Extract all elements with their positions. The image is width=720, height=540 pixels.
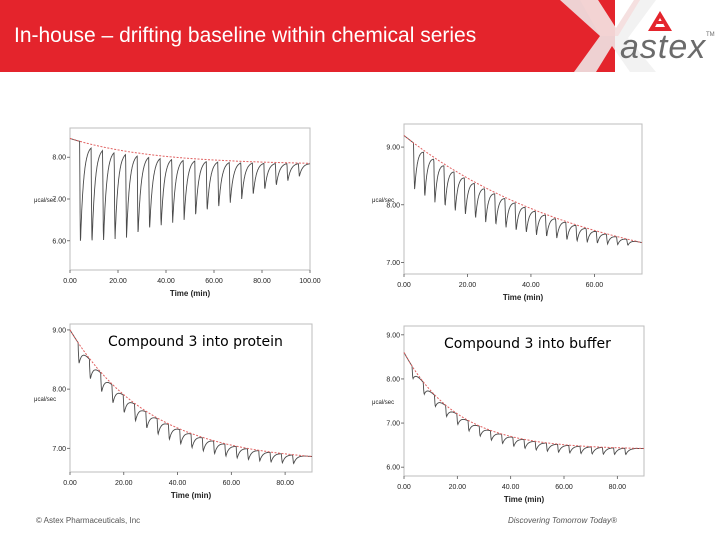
- y-tick-label: 8.00: [386, 202, 400, 209]
- x-tick-label: 60.00: [555, 484, 573, 491]
- x-tick-label: 20.00: [109, 278, 127, 285]
- itc-trace-series: [69, 329, 312, 465]
- x-tick-label: 60.00: [205, 278, 223, 285]
- itc-chart-bottom-right: 0.00 20.00 40.00 60.00 80.00 9.00 8.00 7.00 6.00…: [368, 318, 658, 508]
- x-tick-label: 20.00: [459, 282, 477, 289]
- x-axis-label: Time (min): [170, 289, 211, 298]
- y-tick-label: 6.00: [386, 465, 400, 472]
- x-tick-label: 0.00: [63, 480, 77, 487]
- x-tick-label: 0.00: [63, 278, 77, 285]
- y-axis-label: μcal/sec: [372, 400, 394, 406]
- itc-chart-top-right: 0.00 20.00 40.00 60.00 9.00 8.00 7.00 Time (min…: [368, 118, 658, 303]
- itc-plot: 0.00 20.00 40.00 60.00 80.00 9.00 8.00 7.00 6.00…: [372, 325, 645, 504]
- tagline-footer: Discovering Tomorrow Today®: [508, 516, 617, 525]
- x-tick-label: 20.00: [115, 480, 133, 487]
- itc-chart-bottom-left: 0.00 20.00 40.00 60.00 80.00 9.00 8.00 7.00 Time…: [30, 316, 330, 506]
- x-tick-label: 40.00: [522, 282, 540, 289]
- chart-caption-buffer: Compound 3 into buffer: [444, 336, 611, 352]
- itc-plot: 0.00 20.00 40.00 60.00 80.00 9.00 8.00 7.00 Time…: [34, 323, 313, 500]
- x-tick-label: 80.00: [276, 480, 294, 487]
- x-tick-label: 60.00: [586, 282, 604, 289]
- y-axis-label: μcal/sec: [372, 198, 394, 204]
- x-tick-label: 60.00: [223, 480, 241, 487]
- plot-frame: [69, 323, 313, 473]
- y-tick-label: 9.00: [52, 327, 66, 334]
- y-tick-label: 7.00: [386, 260, 400, 267]
- x-tick-label: 0.00: [397, 282, 411, 289]
- x-tick-label: 80.00: [253, 278, 271, 285]
- logo-x-graphic: [560, 0, 656, 72]
- slide-title: In-house – drifting baseline within chem…: [14, 24, 477, 47]
- x-tick-label: 100.00: [299, 278, 321, 285]
- y-axis-label: μcal/sec: [34, 198, 56, 204]
- y-tick-label: 7.00: [52, 197, 66, 204]
- x-axis-label: Time (min): [503, 293, 544, 302]
- plot-frame: [403, 325, 645, 477]
- y-tick-label: 6.00: [52, 238, 66, 245]
- logo-mark-icon: [648, 11, 672, 31]
- x-tick-label: 0.00: [397, 484, 411, 491]
- itc-trace-series: [403, 135, 642, 246]
- x-tick-label: 40.00: [157, 278, 175, 285]
- y-tick-label: 8.00: [52, 155, 66, 162]
- baseline-fit-series: [69, 329, 313, 457]
- x-tick-label: 40.00: [502, 484, 520, 491]
- itc-trace-series: [69, 137, 310, 241]
- itc-plot: 0.00 20.00 40.00 60.00 80.00 100.00 8.00 7.00 6.…: [34, 127, 321, 298]
- chart-caption-protein: Compound 3 into protein: [108, 334, 283, 350]
- itc-plot: 0.00 20.00 40.00 60.00 9.00 8.00 7.00 Time (min…: [372, 123, 643, 302]
- x-axis-label: Time (min): [171, 491, 212, 500]
- plot-frame: [403, 123, 643, 275]
- plot-frame: [69, 127, 311, 271]
- x-tick-label: 80.00: [609, 484, 627, 491]
- y-tick-label: 8.00: [52, 387, 66, 394]
- y-tick-label: 8.00: [386, 376, 400, 383]
- y-tick-label: 7.00: [386, 421, 400, 428]
- x-tick-label: 20.00: [449, 484, 467, 491]
- baseline-fit-series: [403, 135, 643, 244]
- y-tick-label: 7.00: [52, 446, 66, 453]
- y-axis-label: μcal/sec: [34, 397, 56, 403]
- y-tick-label: 9.00: [386, 332, 400, 339]
- y-tick-label: 9.00: [386, 145, 400, 152]
- x-axis-label: Time (min): [504, 495, 545, 504]
- slide-header: In-house – drifting baseline within chem…: [0, 0, 720, 72]
- company-logo: astex: [620, 28, 707, 66]
- title-banner: [0, 0, 615, 72]
- logo-trademark: TM: [706, 32, 715, 38]
- copyright-footer: © Astex Pharmaceuticals, Inc: [36, 516, 141, 525]
- x-tick-label: 40.00: [169, 480, 187, 487]
- itc-chart-top-left: 0.00 20.00 40.00 60.00 80.00 100.00 8.00 7.00 6.…: [30, 120, 330, 305]
